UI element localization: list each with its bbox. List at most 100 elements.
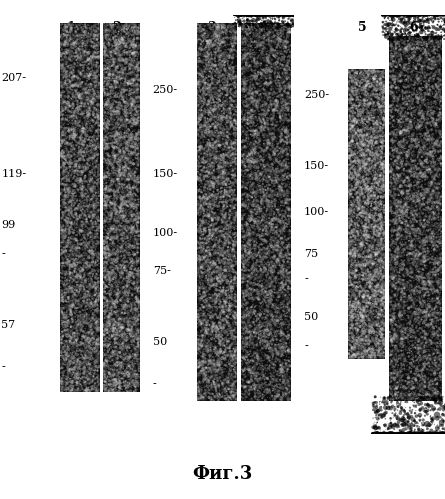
Point xyxy=(351,101,358,109)
Point xyxy=(409,135,416,143)
Point xyxy=(64,82,71,90)
Point xyxy=(213,84,220,92)
Point xyxy=(402,133,409,141)
Point xyxy=(104,339,111,347)
Point xyxy=(110,286,117,294)
Point xyxy=(433,172,440,180)
Point xyxy=(377,430,384,438)
Point xyxy=(67,340,74,348)
Point xyxy=(361,291,368,299)
Point xyxy=(124,34,131,42)
Point xyxy=(408,202,415,210)
Point xyxy=(229,196,236,204)
Point xyxy=(361,209,368,217)
Point xyxy=(364,274,371,282)
Point xyxy=(207,367,214,375)
Point xyxy=(206,200,214,208)
Point xyxy=(72,363,79,371)
Point xyxy=(278,11,285,19)
Point xyxy=(95,93,102,101)
Point xyxy=(368,133,375,141)
Point xyxy=(435,137,442,145)
Point xyxy=(377,288,384,296)
Point xyxy=(102,42,109,50)
Point xyxy=(81,376,89,384)
Point xyxy=(438,77,445,85)
Point xyxy=(436,430,443,438)
Point xyxy=(134,317,141,325)
Point xyxy=(77,111,84,119)
Point xyxy=(255,241,263,249)
Point xyxy=(390,81,397,89)
Point xyxy=(104,302,111,310)
Point xyxy=(255,295,263,303)
Point xyxy=(206,77,213,85)
Point xyxy=(92,262,99,270)
Point xyxy=(77,135,84,143)
Point xyxy=(422,240,429,248)
Point xyxy=(359,198,366,206)
Point xyxy=(419,292,426,300)
Point xyxy=(85,239,92,247)
Point xyxy=(348,184,355,192)
Point xyxy=(95,88,102,96)
Point xyxy=(404,380,411,388)
Point xyxy=(125,243,132,251)
Point xyxy=(391,430,398,438)
Point xyxy=(67,215,74,223)
Point xyxy=(59,96,66,104)
Point xyxy=(354,308,361,316)
Point xyxy=(282,231,289,239)
Point xyxy=(67,148,74,156)
Point xyxy=(89,266,96,274)
Point xyxy=(349,105,356,113)
Point xyxy=(344,254,352,262)
Point xyxy=(129,255,137,263)
Point xyxy=(247,333,254,341)
Point xyxy=(206,42,213,50)
Point xyxy=(107,330,114,338)
Point xyxy=(68,287,75,295)
Point xyxy=(259,66,267,74)
Point xyxy=(353,184,360,192)
Point xyxy=(390,215,397,223)
Point xyxy=(359,163,366,171)
Point xyxy=(73,213,81,221)
Point xyxy=(405,11,412,19)
Point xyxy=(379,351,386,359)
Point xyxy=(428,33,435,41)
Point xyxy=(70,151,77,159)
Point xyxy=(101,263,108,271)
Point xyxy=(101,382,108,390)
Point xyxy=(87,67,94,75)
Point xyxy=(415,359,422,367)
Point xyxy=(59,150,66,158)
Point xyxy=(73,368,81,376)
Point xyxy=(349,102,356,110)
Point xyxy=(387,155,394,163)
Point xyxy=(62,118,69,126)
Point xyxy=(364,134,372,142)
Point xyxy=(427,374,434,382)
Point xyxy=(371,76,378,84)
Point xyxy=(371,198,378,206)
Point xyxy=(349,345,356,353)
Point xyxy=(120,79,127,87)
Point xyxy=(219,85,227,93)
Point xyxy=(120,338,127,346)
Point xyxy=(57,347,64,355)
Point xyxy=(217,248,224,256)
Point xyxy=(434,430,441,438)
Point xyxy=(200,102,207,110)
Point xyxy=(281,213,288,221)
Point xyxy=(398,343,405,351)
Point xyxy=(390,11,397,19)
Point xyxy=(215,180,222,188)
Point xyxy=(133,105,140,113)
Point xyxy=(110,104,117,112)
Point xyxy=(222,152,230,160)
Point xyxy=(424,390,431,398)
Point xyxy=(356,210,364,218)
Point xyxy=(115,108,122,116)
Point xyxy=(90,142,97,150)
